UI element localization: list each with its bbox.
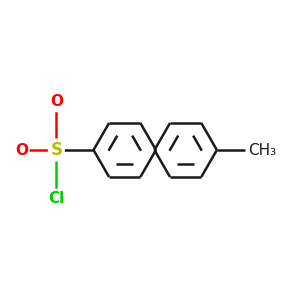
Text: O: O bbox=[15, 142, 28, 158]
Text: CH₃: CH₃ bbox=[248, 142, 276, 158]
Text: Cl: Cl bbox=[48, 191, 64, 206]
Text: S: S bbox=[50, 141, 62, 159]
Text: O: O bbox=[50, 94, 63, 109]
